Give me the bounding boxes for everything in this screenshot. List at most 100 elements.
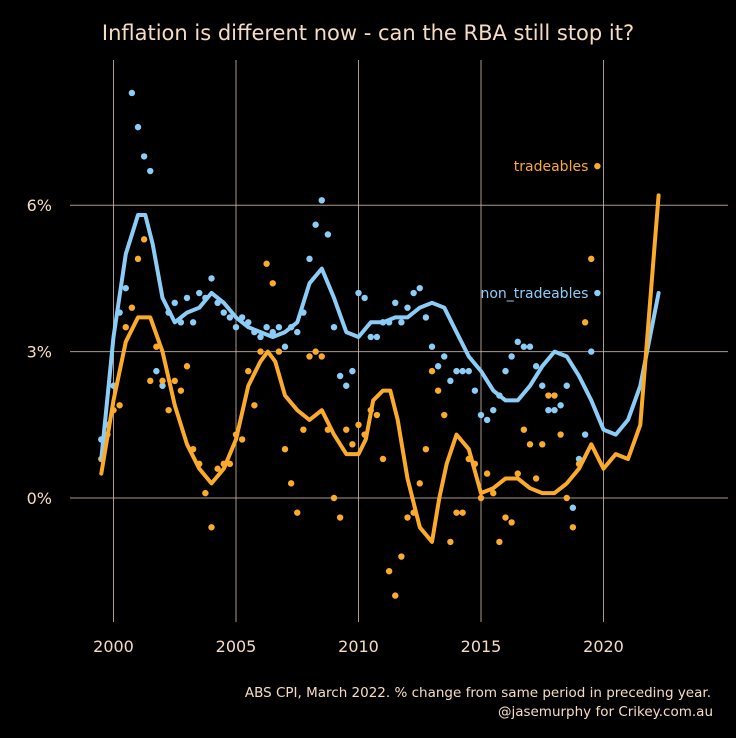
non_tradeables-point [232,324,240,331]
non_tradeables-point [373,333,381,341]
tradeables-point [355,421,362,428]
non_tradeables_trend-line [99,213,661,461]
non_tradeables-point [588,348,595,355]
non_tradeables-point [257,333,264,341]
tradeables-point [569,524,577,531]
tradeables-point [281,446,289,453]
tradeables-point [275,348,283,355]
non_tradeables-point [128,89,136,97]
tradeables-point [214,465,221,472]
tradeables-point [116,402,123,409]
tradeables-point [159,377,166,385]
non_tradeables-point [355,289,362,297]
non_tradeables-point [526,343,534,350]
tradeables-point [269,280,276,287]
tradeables-point [532,475,540,482]
y-tick-label: 6% [27,196,52,215]
tradeables-point [563,494,570,502]
non_tradeables-point [318,197,325,204]
non_tradeables-point [122,284,129,292]
tradeables-point [428,367,436,375]
tradeables-point [581,319,589,326]
tradeables-point [520,426,528,433]
non_tradeables-point [508,353,515,360]
non_tradeables-point [502,367,509,375]
non_tradeables-point [392,299,399,306]
trend-lines [99,193,661,544]
tradeables-point [306,353,313,360]
non_tradeables-point [532,363,540,370]
tradeables-point [447,538,454,546]
tradeables-point [379,455,387,463]
tradeables-point [373,411,381,419]
tradeables-point [594,162,601,170]
tradeables-point [165,406,172,414]
non_tradeables-point [581,431,589,438]
non_tradeables-point [324,231,332,238]
tradeables-point [422,446,430,453]
tradeables-point [551,392,558,399]
tradeables-point [514,470,521,477]
tradeables-point [294,509,301,516]
non_tradeables-point [361,294,368,302]
non_tradeables-point [226,314,234,321]
non_tradeables-point [208,275,215,282]
tradeables-point [502,514,509,521]
non_tradeables-point [171,299,178,306]
non_tradeables-point [147,167,154,175]
tradeables-point [398,553,405,560]
tradeables-point [477,494,485,502]
non_tradeables-point [398,319,405,326]
tradeables-point [238,436,246,443]
tradeables-point [416,480,423,487]
tradeables-point [483,470,491,477]
non_tradeables-point [159,382,166,389]
non_tradeables-point [594,289,601,297]
tradeables-point [171,377,178,385]
series-labels: non_tradeables tradeables [480,159,588,302]
tradeables-point [183,363,191,370]
non_tradeables-point [569,504,577,511]
tradeables-point [147,377,154,385]
non_tradeables-point [453,367,460,375]
non_tradeables-point [520,343,528,350]
tradeables-point [434,387,442,394]
y-tick-label: 0% [27,489,52,508]
non_tradeables-point [441,353,448,360]
tradeables-point [330,494,338,502]
tradeables-point [251,402,258,409]
caption-source: ABS CPI, March 2022. % change from same … [245,685,711,701]
tradeables-point [508,519,515,526]
chart-title: Inflation is different now - can the RBA… [102,21,634,45]
tradeables-point [343,426,350,433]
tradeables-point [257,348,264,355]
tradeables-point [300,426,307,433]
non_tradeables-point [404,304,411,311]
non_tradeables-point [294,328,301,336]
tradeables-point [134,255,142,263]
x-tick-label: 2020 [583,637,624,656]
tradeables-point [208,524,215,531]
tradeables-point [496,538,503,546]
tradeables-point [263,260,270,267]
x-tick-label: 2000 [93,637,134,656]
tradeables-point [318,353,325,360]
non_tradeables-point [312,221,319,228]
non_tradeables-point [416,284,423,292]
non_tradeables-point [557,402,564,409]
non_tradeables-point [269,328,276,336]
x-tick-label: 2015 [461,637,502,656]
non_tradeables-point [575,455,583,463]
tradeables-point [312,348,319,355]
non_tradeables-point [275,324,283,331]
non_tradeables-point [490,406,497,414]
gridlines [70,60,728,622]
tradeables-point [128,304,136,311]
tradeables-point [122,324,129,331]
tradeables-point [459,509,466,516]
non_tradeables-point [281,343,289,350]
tradeables-point [153,343,160,350]
non_tradeables-point [422,314,430,321]
non_tradeables-point [220,309,227,316]
